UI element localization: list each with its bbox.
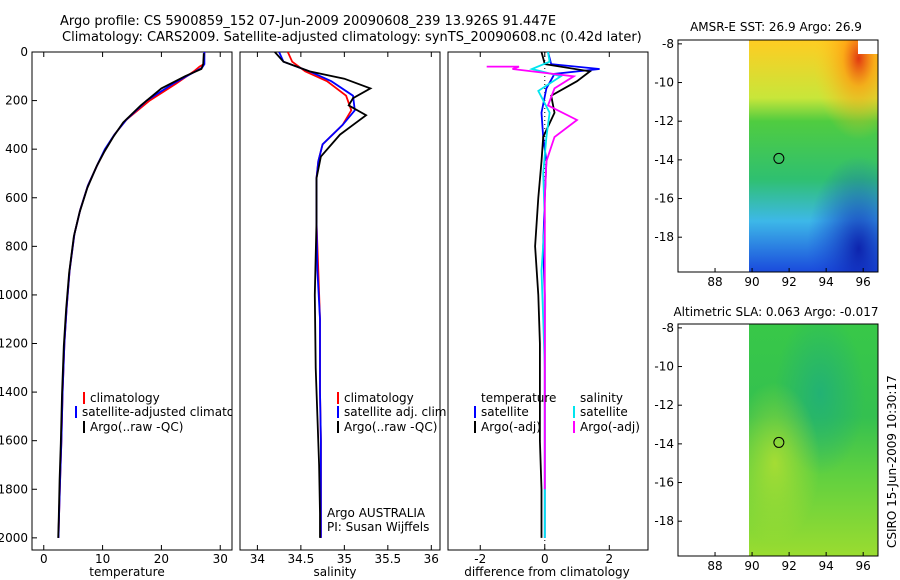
map-x-tick-label: 96 bbox=[856, 559, 871, 573]
legend-label-satellite: satellite-adjusted climatology bbox=[82, 405, 260, 419]
series-line-argo-raw-qc bbox=[274, 52, 373, 538]
series-line-salinity-argo-adj bbox=[486, 65, 579, 490]
legend-label-argo: Argo(..raw -QC) bbox=[344, 420, 437, 434]
series-line-satellite-adj-clim bbox=[278, 52, 356, 538]
y-tick-label: 2000 bbox=[0, 531, 28, 545]
sla-map-panel: Altimetric SLA: 0.063 Argo: -0.017 88 90 9… bbox=[654, 305, 878, 573]
legend-label-satellite: satellite adj. clim. bbox=[344, 405, 450, 419]
map-x-tick-label: 92 bbox=[781, 559, 796, 573]
legend-label-climatology: climatology bbox=[344, 391, 414, 405]
series-line-temperature-argo-adj bbox=[534, 52, 593, 538]
y-tick-label: 1200 bbox=[0, 337, 28, 351]
sla-map-title: Altimetric SLA: 0.063 Argo: -0.017 bbox=[673, 305, 878, 319]
map-x-tick-label: 90 bbox=[744, 275, 759, 289]
map-x-tick-label: 88 bbox=[707, 275, 722, 289]
map-x-tick-label: 94 bbox=[819, 275, 834, 289]
map-x-tick-label: 92 bbox=[781, 275, 796, 289]
x-tick-label: 34 bbox=[250, 552, 265, 566]
map-y-tick-label: -8 bbox=[662, 37, 674, 51]
annotation-pi: PI: Susan Wijffels bbox=[327, 520, 429, 534]
legend-heading-temperature: temperature bbox=[481, 391, 556, 405]
map-x-tick-label: 96 bbox=[856, 275, 871, 289]
difference-x-ticks: -2 0 2 bbox=[474, 52, 613, 566]
map-x-tick-label: 88 bbox=[707, 559, 722, 573]
y-tick-label: 200 bbox=[5, 94, 28, 108]
map-y-tick-label: -8 bbox=[662, 321, 674, 335]
x-tick-label: 30 bbox=[213, 552, 228, 566]
legend-label-argo: Argo(..raw -QC) bbox=[90, 420, 183, 434]
salinity-x-ticks: 34 34.5 35 35.5 36 bbox=[250, 52, 439, 566]
y-tick-label: 600 bbox=[5, 191, 28, 205]
map-y-tick-label: -18 bbox=[654, 230, 674, 244]
sst-map-panel: AMSR-E SST: 26.9 Argo: 26.9 88 90 92 94 96 -8… bbox=[654, 20, 879, 289]
map-y-tick-label: -14 bbox=[654, 153, 674, 167]
series-line-argo-raw-qc bbox=[57, 53, 205, 538]
sst-cool-patch bbox=[749, 40, 878, 272]
legend-label-sal-satellite: satellite bbox=[580, 405, 628, 419]
y-tick-label: 800 bbox=[5, 239, 28, 253]
x-tick-label: 20 bbox=[154, 552, 169, 566]
x-tick-label: 0 bbox=[40, 552, 48, 566]
temperature-legend: climatology satellite-adjusted climatolo… bbox=[75, 391, 260, 434]
title-line-2: Climatology: CARS2009. Satellite-adjuste… bbox=[62, 30, 642, 45]
y-tick-label: 1000 bbox=[0, 288, 28, 302]
map-x-tick-label: 94 bbox=[819, 559, 834, 573]
x-tick-label: 35 bbox=[337, 552, 352, 566]
difference-legend: temperature satellite Argo(-adj) salinit… bbox=[474, 391, 640, 434]
annotation-argo-australia: Argo AUSTRALIA bbox=[327, 506, 426, 520]
y-tick-label: 1800 bbox=[0, 482, 28, 496]
x-tick-label: 36 bbox=[424, 552, 439, 566]
salinity-panel: 34 34.5 35 35.5 36 salinity climatology sate… bbox=[239, 51, 450, 579]
map-y-tick-label: -18 bbox=[654, 514, 674, 528]
legend-label-temp-argo: Argo(-adj) bbox=[481, 420, 541, 434]
y-tick-label: 1600 bbox=[0, 434, 28, 448]
legend-label-climatology: climatology bbox=[90, 391, 160, 405]
legend-label-sal-argo: Argo(-adj) bbox=[580, 420, 640, 434]
map-y-tick-label: -12 bbox=[654, 114, 674, 128]
legend-heading-salinity: salinity bbox=[580, 391, 623, 405]
csiro-credit: CSIRO 15-Jun-2009 10:30:17 bbox=[885, 375, 899, 548]
legend-label-temp-satellite: satellite bbox=[481, 405, 529, 419]
sla-high-patch bbox=[749, 324, 878, 556]
difference-xlabel: difference from climatology bbox=[464, 565, 630, 579]
temperature-x-ticks: 0 10 20 30 bbox=[40, 52, 228, 566]
title-line-1: Argo profile: CS 5900859_152 07-Jun-2009… bbox=[60, 14, 557, 29]
x-tick-label: 35.5 bbox=[374, 552, 401, 566]
temperature-panel: 0 10 20 30 0 200 400 600 800 1000 1200 1400 1600 180… bbox=[0, 45, 260, 579]
salinity-xlabel: salinity bbox=[313, 565, 356, 579]
sla-map-ticks: 88 90 92 94 96 -8 -10 -12 -14 -16 -18 bbox=[654, 321, 870, 573]
y-tick-label: 0 bbox=[20, 45, 28, 59]
y-tick-label: 1400 bbox=[0, 385, 28, 399]
map-y-tick-label: -16 bbox=[654, 476, 674, 490]
argo-float-marker bbox=[773, 152, 785, 164]
x-tick-label: -2 bbox=[474, 552, 486, 566]
map-y-tick-label: -14 bbox=[654, 437, 674, 451]
salinity-legend: climatology satellite adj. clim. Argo(..… bbox=[337, 391, 450, 434]
temperature-xlabel: temperature bbox=[89, 565, 164, 579]
x-tick-label: 0 bbox=[541, 552, 549, 566]
x-tick-label: 34.5 bbox=[288, 552, 315, 566]
map-y-tick-label: -10 bbox=[654, 360, 674, 374]
x-tick-label: 10 bbox=[95, 552, 110, 566]
argo-float-marker bbox=[773, 436, 785, 448]
y-tick-label: 400 bbox=[5, 142, 28, 156]
map-x-tick-label: 90 bbox=[744, 559, 759, 573]
difference-panel: -2 0 2 difference from climatology tempera… bbox=[447, 51, 649, 579]
map-y-tick-label: -12 bbox=[654, 398, 674, 412]
sst-map-title: AMSR-E SST: 26.9 Argo: 26.9 bbox=[690, 20, 862, 34]
sst-missing-data bbox=[858, 40, 878, 54]
map-y-tick-label: -16 bbox=[654, 192, 674, 206]
x-tick-label: 2 bbox=[605, 552, 613, 566]
map-y-tick-label: -10 bbox=[654, 76, 674, 90]
sst-map-ticks: 88 90 92 94 96 -8 -10 -12 -14 -16 -18 bbox=[654, 37, 870, 289]
depth-axis-ticks: 0 200 400 600 800 1000 1200 1400 1600 1800 2000 bbox=[0, 45, 37, 545]
